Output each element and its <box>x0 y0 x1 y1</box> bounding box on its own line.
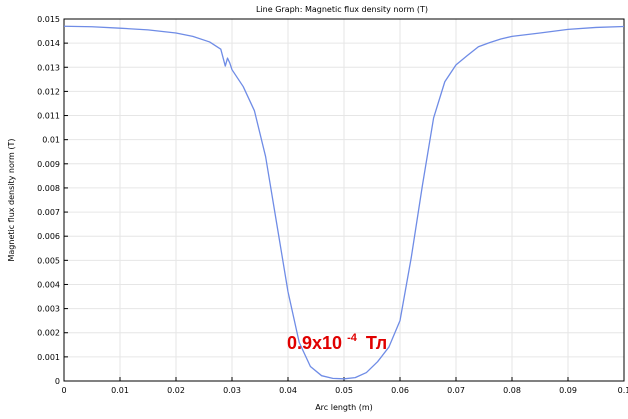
x-tick-label: 0.09 <box>559 386 577 395</box>
x-tick-label: 0.03 <box>223 386 241 395</box>
grid-layer <box>63 18 625 382</box>
series-line <box>63 25 625 380</box>
y-tick-label: 0.012 <box>37 87 60 96</box>
annotation-unit: Тл <box>366 333 387 353</box>
series-layer <box>63 25 625 380</box>
tick-layer: 0 0.01 0.02 0.03 0.04 0.05 0.06 0.07 0.08 0.09 0.1… <box>37 15 628 395</box>
y-tick-label: 0.007 <box>37 208 60 217</box>
x-tick-label: 0.07 <box>447 386 465 395</box>
x-tick-label: 0.08 <box>503 386 521 395</box>
x-tick-label: 0.01 <box>111 386 129 395</box>
y-tick-label: 0.006 <box>37 232 60 241</box>
y-tick-label: 0.011 <box>37 112 60 121</box>
x-tick-label: 0.06 <box>391 386 409 395</box>
x-tick-label: 0.1 <box>618 386 628 395</box>
y-axis-title: Magnetic flux density norm (T) <box>7 138 16 261</box>
y-tick-label: 0.003 <box>37 305 60 314</box>
y-tick-label: 0 <box>55 377 60 386</box>
y-tick-label: 0.014 <box>37 39 60 48</box>
annotation-exponent: -4 <box>347 332 358 344</box>
chart-title: Line Graph: Magnetic flux density norm (… <box>256 5 428 14</box>
y-tick-label: 0.009 <box>37 160 60 169</box>
y-tick-label: 0.015 <box>37 15 60 24</box>
x-axis-title: Arc length (m) <box>315 403 373 412</box>
annotation-base: 0.9x10 <box>287 333 342 353</box>
value-annotation: 0.9x10 -4 Тл <box>287 325 387 353</box>
x-tick-label: 0.04 <box>279 386 297 395</box>
y-tick-label: 0.013 <box>37 63 60 72</box>
x-tick-label: 0.02 <box>167 386 185 395</box>
y-tick-label: 0.01 <box>42 136 60 145</box>
x-tick-label: 0.05 <box>335 386 353 395</box>
y-tick-label: 0.002 <box>37 329 60 338</box>
y-tick-label: 0.004 <box>37 280 60 289</box>
y-tick-label: 0.005 <box>37 256 60 265</box>
x-tick-label: 0 <box>61 386 66 395</box>
y-tick-label: 0.008 <box>37 184 60 193</box>
y-tick-label: 0.001 <box>37 353 60 362</box>
